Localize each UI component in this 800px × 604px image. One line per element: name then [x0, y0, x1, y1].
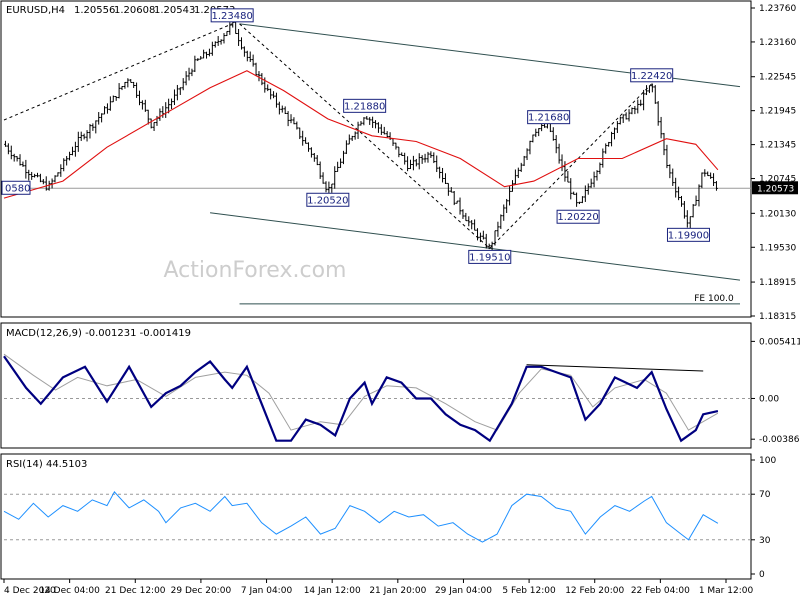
rsi-plot	[3, 491, 751, 543]
pivot-label-box	[630, 68, 674, 83]
price-tick-label: 1.23760	[759, 4, 796, 14]
x-tick-label: 5 Feb 12:00	[502, 586, 556, 596]
pivot-label: 1.23480	[211, 11, 252, 22]
pivot-label: 1.22420	[631, 71, 672, 82]
macd-plot	[3, 353, 751, 443]
trendline-solid	[210, 212, 741, 281]
x-tick-label: 21 Dec 12:00	[105, 586, 166, 596]
rsi-tick-label: 0	[759, 570, 765, 580]
header-open: 1.20556	[74, 5, 115, 16]
trendline-dashed	[489, 83, 653, 249]
price-tick-label: 1.18315	[759, 312, 796, 322]
current-price-tag	[752, 181, 798, 195]
trendline-dashed	[3, 23, 233, 121]
price-tick-label: 1.20745	[759, 175, 796, 185]
header-low: 1.20543	[154, 5, 195, 16]
rsi-tick-label: 30	[759, 536, 771, 546]
price-tick-label: 1.21945	[759, 107, 796, 117]
rsi-label: RSI(14) 44.5103	[6, 459, 87, 470]
pivot-label-box	[306, 192, 350, 207]
pivot-label: 1.21880	[344, 101, 385, 112]
sma-line	[3, 70, 719, 199]
pivot-label-box	[527, 110, 571, 125]
header-high: 1.20608	[114, 5, 155, 16]
x-tick-label: 14 Jan 12:00	[304, 586, 361, 596]
x-tick-label: 14 Dec 04:00	[39, 586, 100, 596]
fe-label: FE 100.0	[694, 294, 734, 304]
pivot-label: 1.19510	[469, 252, 510, 263]
rsi-tick-label: 70	[759, 490, 771, 500]
macd-tick-label: -0.00386	[759, 435, 800, 445]
left-price-box	[1, 180, 31, 195]
x-tick-label: 4 Dec 2020	[4, 586, 56, 596]
pivot-label: 1.20520	[307, 195, 348, 206]
x-tick-label: 21 Jan 20:00	[369, 586, 426, 596]
rsi-pane-frame	[0, 453, 752, 580]
pivot-label: 1.21680	[528, 113, 569, 124]
x-tick-label: 29 Jan 04:00	[435, 586, 492, 596]
macd-tick-label: 0.005411	[759, 337, 800, 347]
pivot-label-box	[556, 209, 600, 224]
price-tick-label: 1.21345	[759, 141, 796, 151]
header-symbol: EURUSD,H4	[6, 5, 65, 16]
watermark: ActionForex.com	[164, 258, 347, 283]
rsi-line	[3, 491, 719, 543]
x-tick-label: 12 Feb 20:00	[565, 586, 624, 596]
price-tick-label: 1.23160	[759, 38, 796, 48]
macd-label: MACD(12,26,9) -0.001231 -0.001419	[6, 328, 191, 339]
left-price-label: 0580	[5, 183, 30, 194]
price-tick-label: 1.18915	[759, 278, 796, 288]
pivot-label-box	[210, 8, 254, 23]
pivot-label-box	[666, 227, 710, 242]
pivot-label: 1.20220	[557, 212, 598, 223]
pivot-label: 1.19900	[668, 230, 709, 241]
price-plot: FE 100.0 1.23480 1.21880 1.20520 1.19510 1.21…	[1, 8, 751, 305]
price-pane-frame	[0, 0, 752, 318]
rsi-tick-label: 100	[759, 456, 776, 466]
trendline-dashed	[239, 23, 491, 249]
macd-pane-frame	[0, 322, 752, 449]
macd-signal-line	[3, 353, 719, 431]
price-tick-label: 1.20130	[759, 209, 796, 219]
pivot-label-box	[343, 98, 387, 113]
price-tick-label: 1.19530	[759, 243, 796, 253]
macd-line	[3, 355, 719, 443]
x-tick-label: 29 Dec 20:00	[171, 586, 232, 596]
price-tick-label: 1.22545	[759, 73, 796, 83]
x-tick-label: 7 Jan 04:00	[241, 586, 293, 596]
pivot-label-box	[468, 249, 512, 264]
x-tick-label: 22 Feb 04:00	[631, 586, 690, 596]
current-price-tag-label: 1.20573	[757, 184, 794, 194]
macd-tick-label: 0.00	[759, 394, 779, 404]
x-tick-label: 1 Mar 12:00	[699, 586, 754, 596]
axes: 1.23760 1.23160 1.22545 1.21945 1.21345 1.207…	[3, 4, 800, 596]
chart-header: EURUSD,H4 1.20556 1.20608 1.20543 1.2057…	[6, 5, 235, 16]
macd-divergence-line	[526, 364, 704, 372]
